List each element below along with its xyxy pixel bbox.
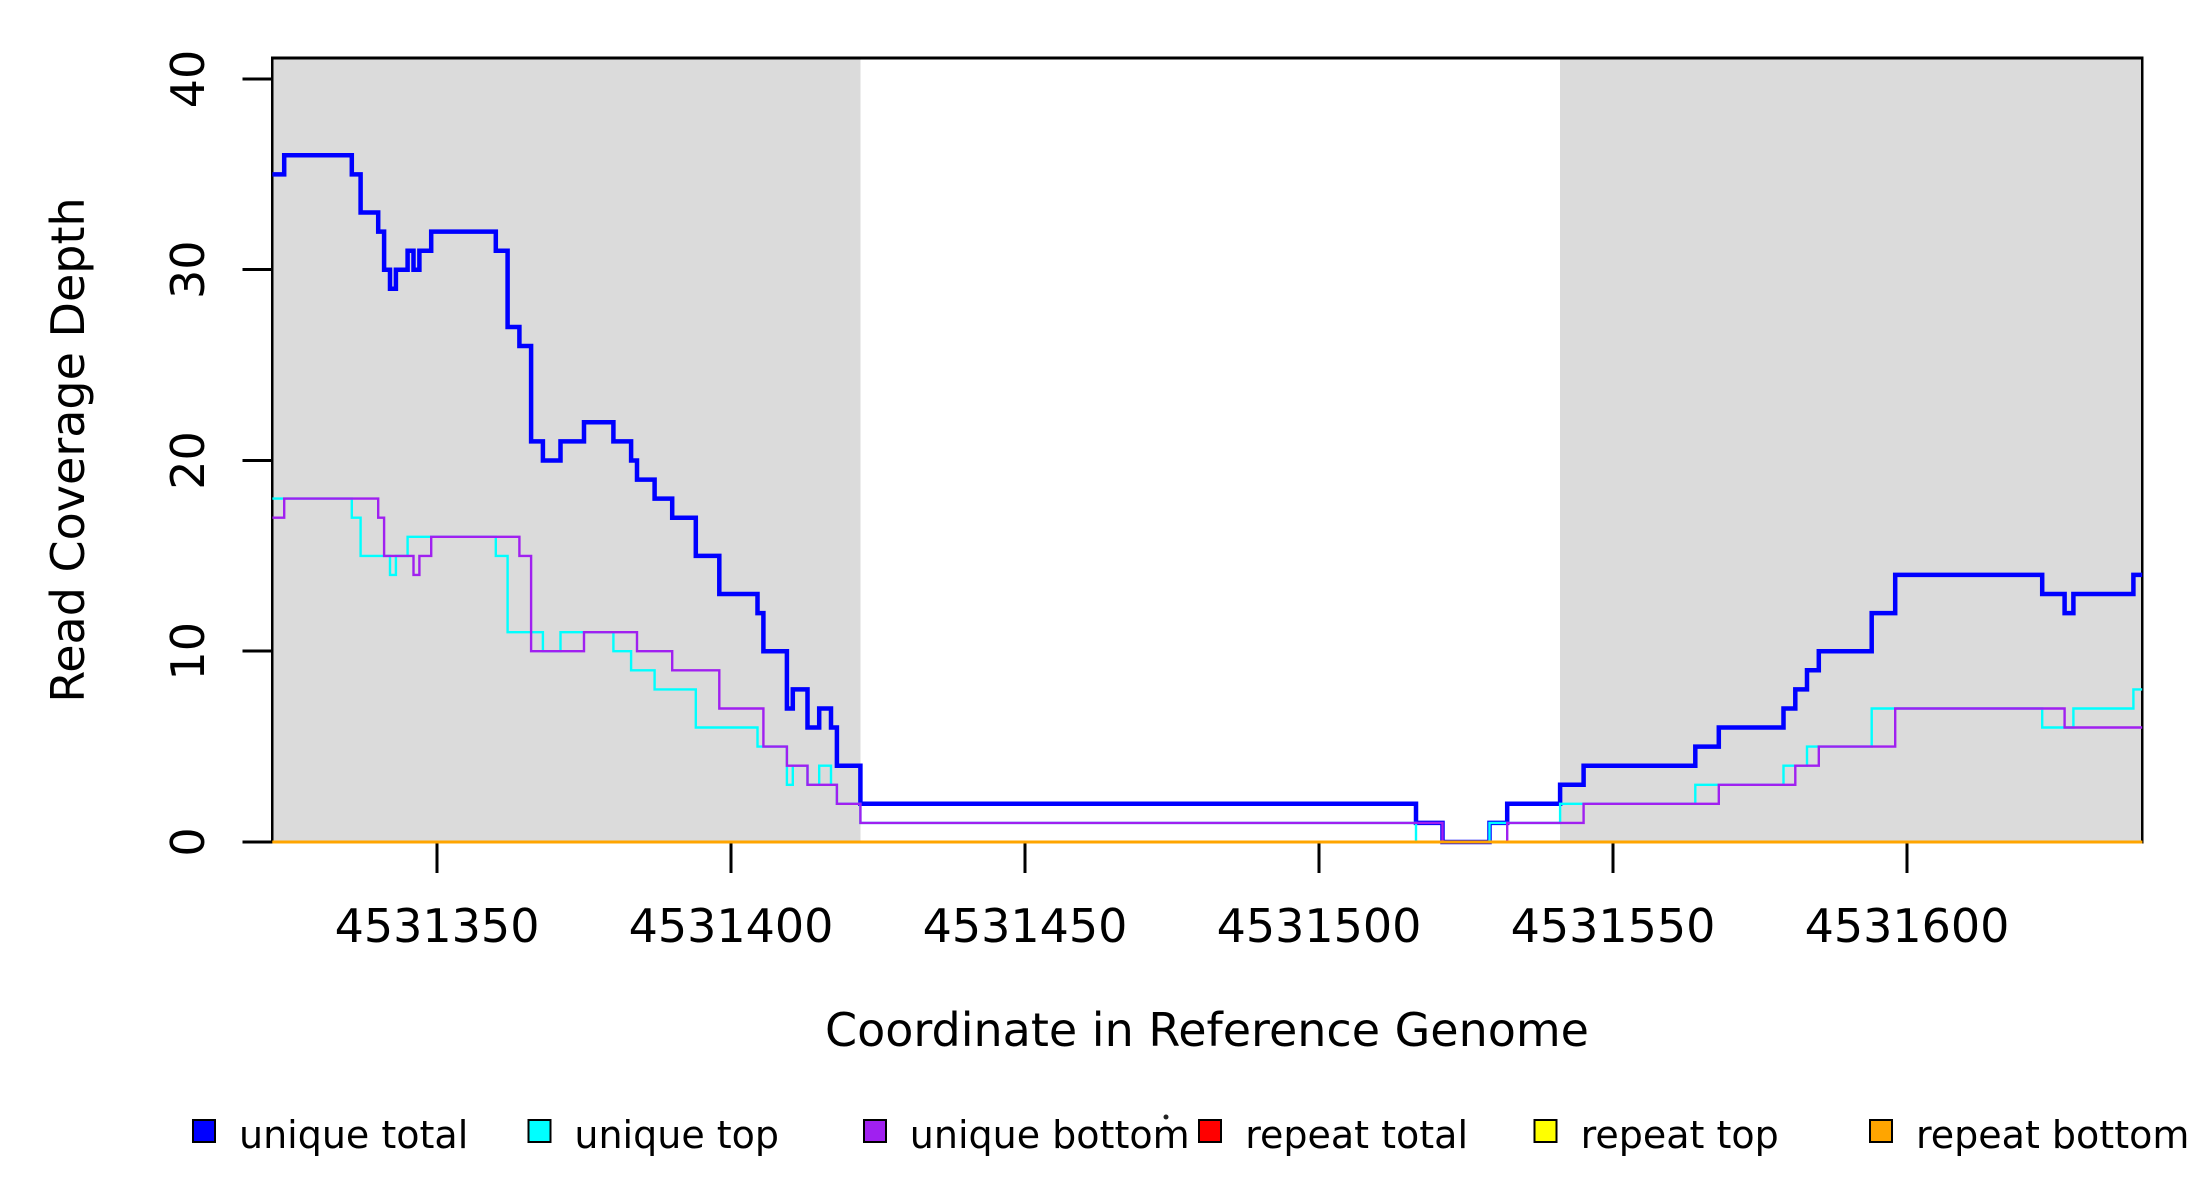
legend-label-repeat-top: repeat top [1581,1113,1779,1157]
legend-label-unique-total: unique total [239,1113,468,1157]
x-tick-label: 4531500 [1217,899,1422,953]
x-tick-label: 4531550 [1511,899,1716,953]
x-tick-label: 4531450 [923,899,1128,953]
y-tick-label: 40 [161,50,215,109]
legend-swatch-repeat-top [1533,1119,1558,1143]
legend-swatch-unique-bottom [862,1119,887,1143]
y-tick-label: 20 [161,431,215,490]
series-line-unique-bottom [272,497,2143,844]
legend-label-repeat-bottom: repeat bottom [1916,1113,2189,1157]
stray-mark [1163,1114,1169,1120]
legend-swatch-repeat-total [1198,1119,1223,1143]
legend-swatch-unique-total [192,1119,216,1143]
x-axis-title: Coordinate in Reference Genome [825,1003,1589,1057]
legend-label-unique-bottom: unique bottom [910,1113,1190,1157]
shaded-region [1560,58,2143,842]
legend-swatch-unique-top [527,1119,552,1143]
x-tick-label: 4531350 [335,899,540,953]
legend-label-unique-top: unique top [574,1113,779,1157]
y-tick-label: 30 [161,240,215,299]
y-tick-label: 10 [161,622,215,681]
x-tick-label: 4531400 [629,899,834,953]
legend-swatch-repeat-bottom [1869,1119,1893,1143]
series-line-unique-total [272,153,2143,845]
y-tick-label: 0 [161,827,215,856]
x-tick-label: 4531600 [1805,899,2010,953]
y-axis-title: Read Coverage Depth [41,197,95,702]
legend-label-repeat-total: repeat total [1245,1113,1468,1157]
